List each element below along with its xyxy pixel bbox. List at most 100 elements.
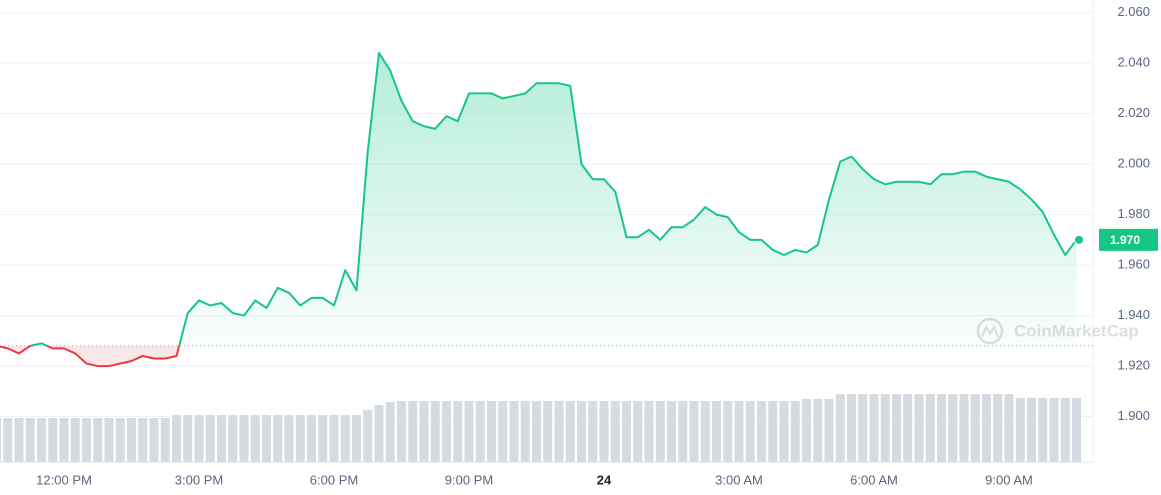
volume-bar (622, 401, 631, 462)
volume-bar (307, 415, 316, 462)
volume-bar (678, 401, 688, 462)
volume-bar (205, 415, 215, 462)
volume-bar (374, 405, 384, 462)
volume-bar (250, 415, 260, 462)
volume-bar (824, 399, 834, 462)
volume-bar (1049, 398, 1059, 462)
volume-bar (3, 418, 13, 462)
y-tick-label: 1.920 (1117, 358, 1150, 373)
volume-bar (813, 399, 823, 462)
volume-bar (93, 418, 103, 462)
last-price-dot (1074, 234, 1084, 245)
volume-bar (48, 418, 58, 462)
volume-bar (273, 415, 283, 462)
current-price-label: 1.970 (1110, 233, 1140, 247)
volume-bar (565, 401, 575, 462)
volume-bar (183, 415, 193, 462)
volume-bar (262, 415, 271, 462)
volume-bar (577, 401, 586, 462)
volume-bar (734, 401, 744, 462)
volume-bar (284, 415, 294, 462)
volume-bar (869, 394, 879, 462)
volume-bar (667, 401, 676, 462)
volume-bar (633, 401, 643, 462)
y-tick-label: 2.060 (1117, 4, 1150, 19)
volume-bar (149, 418, 159, 462)
volume-bar (779, 401, 789, 462)
x-tick-label: 3:00 PM (175, 472, 223, 487)
y-tick-label: 1.960 (1117, 257, 1150, 272)
volume-bar (757, 401, 766, 462)
price-area (0, 53, 1077, 367)
volume-bar (1060, 398, 1070, 462)
volume-bar (1038, 398, 1048, 462)
x-tick-label: 6:00 PM (310, 472, 358, 487)
volume-bar (745, 401, 755, 462)
volume-bar (1004, 394, 1014, 462)
volume-bar (880, 394, 890, 462)
y-tick-label: 1.940 (1117, 307, 1150, 322)
volume-bar (1072, 398, 1081, 462)
volume-bar (138, 418, 148, 462)
volume-bar (937, 394, 946, 462)
volume-bar (59, 418, 69, 462)
volume-bar (554, 401, 564, 462)
x-tick-label: 9:00 PM (445, 472, 493, 487)
volume-bar (959, 394, 969, 462)
x-tick-label: 12:00 PM (36, 472, 92, 487)
volume-bar (217, 415, 226, 462)
volume-bar (430, 401, 440, 462)
volume-bar (599, 401, 609, 462)
volume-bar (543, 401, 553, 462)
y-tick-label: 2.040 (1117, 55, 1150, 70)
volume-bar (858, 394, 868, 462)
volume-bar (340, 415, 350, 462)
x-tick-label: 24 (597, 472, 612, 487)
volume-bar (295, 415, 305, 462)
x-tick-label: 9:00 AM (985, 472, 1033, 487)
volume-bar (228, 415, 238, 462)
volume-bar (14, 418, 24, 462)
volume-bar (689, 401, 699, 462)
volume-bar (644, 401, 654, 462)
volume-bar (802, 399, 811, 462)
volume-bar (655, 401, 665, 462)
volume-bar (847, 394, 856, 462)
volume-bar (509, 401, 519, 462)
volume-bar (903, 394, 913, 462)
volume-bar (610, 401, 620, 462)
volume-bar (712, 401, 721, 462)
volume-bar (914, 394, 924, 462)
volume-bar (115, 418, 125, 462)
volume-bar (239, 415, 249, 462)
volume-bar (970, 394, 980, 462)
volume-bar (723, 401, 733, 462)
volume-bar (835, 394, 845, 462)
volume-bar (385, 402, 395, 462)
volume-bar (352, 415, 361, 462)
volume-bar (1027, 398, 1036, 462)
volume-bar (363, 410, 373, 462)
volume-bar (442, 401, 451, 462)
x-tick-label: 3:00 AM (715, 472, 763, 487)
volume-bar (194, 415, 204, 462)
volume-bar (532, 401, 541, 462)
volume-bar (487, 401, 496, 462)
volume-bar (925, 394, 935, 462)
volume-bar (127, 418, 136, 462)
volume-bar (982, 394, 991, 462)
volume-bar (453, 401, 463, 462)
x-tick-label: 6:00 AM (850, 472, 898, 487)
volume-bar (70, 418, 80, 462)
volume-bar (0, 418, 1, 462)
y-tick-label: 1.980 (1117, 206, 1150, 221)
volume-bar (172, 415, 181, 462)
volume-bar (419, 401, 429, 462)
volume-bar (790, 401, 800, 462)
current-price-tag (1099, 228, 1158, 251)
volume-bar (498, 401, 508, 462)
volume-bar (948, 394, 958, 462)
volume-bar (160, 418, 170, 462)
volume-bar (700, 401, 710, 462)
